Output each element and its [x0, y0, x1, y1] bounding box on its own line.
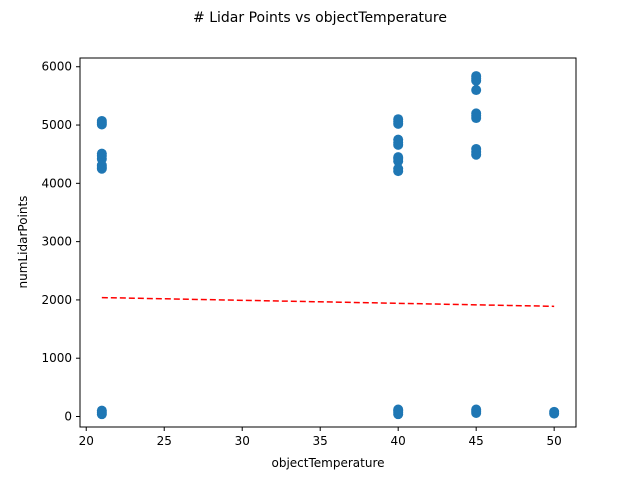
data-point	[393, 114, 404, 125]
y-tick-label: 6000	[41, 60, 72, 74]
x-axis: 20 25 30 35 40 45 50	[79, 427, 562, 448]
x-axis-title: objectTemperature	[272, 456, 385, 470]
data-point	[96, 160, 107, 171]
y-tick-label: 0	[64, 410, 72, 424]
x-tick-label: 45	[469, 434, 484, 448]
y-axis-title: numLidarPoints	[16, 196, 30, 289]
x-tick-label: 50	[547, 434, 562, 448]
data-point	[471, 404, 482, 415]
data-point	[393, 134, 404, 145]
y-axis: 0 1000 2000 3000 4000 5000 6000	[41, 60, 80, 424]
x-tick-label: 20	[79, 434, 94, 448]
data-point	[96, 115, 107, 126]
data-point	[96, 405, 107, 416]
plot-frame	[79, 57, 577, 428]
y-tick-label: 3000	[41, 235, 72, 249]
plot-markers	[96, 71, 560, 420]
data-point	[96, 148, 107, 159]
data-point	[471, 85, 482, 96]
y-tick-label: 2000	[41, 293, 72, 307]
x-tick-label: 40	[391, 434, 406, 448]
y-tick-label: 4000	[41, 176, 72, 190]
data-point	[549, 406, 560, 417]
data-point	[393, 404, 404, 415]
data-point	[393, 152, 404, 163]
trend-line	[101, 296, 555, 308]
x-tick-label: 25	[157, 434, 172, 448]
data-point	[471, 143, 482, 154]
data-point	[393, 163, 404, 174]
trend-layer	[101, 296, 555, 308]
x-tick-label: 35	[313, 434, 328, 448]
x-tick-label: 30	[235, 434, 250, 448]
data-point	[471, 108, 482, 119]
y-tick-label: 5000	[41, 118, 72, 132]
data-point	[471, 71, 482, 82]
chart-title: # Lidar Points vs objectTemperature	[193, 10, 447, 26]
y-tick-label: 1000	[41, 351, 72, 365]
